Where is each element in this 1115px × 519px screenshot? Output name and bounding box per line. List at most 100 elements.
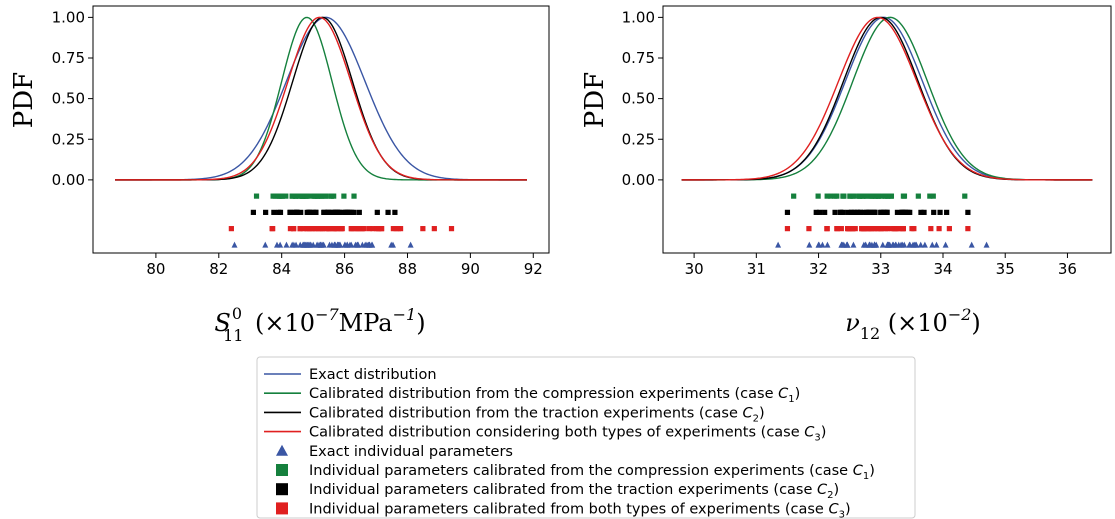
- square-marker: [344, 209, 350, 215]
- legend-entry-label: Individual parameters calibrated from bo…: [309, 501, 851, 519]
- square-marker: [921, 209, 927, 215]
- square-marker: [309, 226, 316, 232]
- square-marker: [338, 209, 344, 215]
- individual-markers-2: [784, 226, 971, 232]
- triangle-marker: [884, 241, 891, 248]
- triangle-marker: [871, 241, 878, 248]
- x-tick-label: 80: [146, 260, 165, 278]
- y-tick-label: 0.25: [622, 130, 655, 148]
- square-marker: [374, 209, 380, 215]
- square-marker: [395, 226, 401, 232]
- square-marker: [883, 226, 889, 232]
- square-marker: [930, 193, 936, 199]
- triangle-marker: [344, 241, 351, 248]
- square-marker: [448, 226, 455, 232]
- axes-frame: [92, 5, 550, 254]
- square-marker: [323, 193, 329, 199]
- square-marker: [312, 193, 319, 199]
- x-tick-label: 33: [871, 260, 890, 278]
- square-marker: [314, 226, 320, 232]
- square-marker: [905, 209, 911, 215]
- x-tick-label: 82: [209, 260, 228, 278]
- triangle-marker: [892, 241, 899, 248]
- square-marker: [965, 209, 971, 215]
- square-marker: [351, 193, 357, 199]
- square-marker: [900, 193, 906, 199]
- square-marker: [845, 209, 851, 215]
- x-tick-label: 84: [272, 260, 291, 278]
- x-tick-label: 88: [398, 260, 417, 278]
- square-marker: [310, 209, 316, 215]
- square-marker: [277, 209, 284, 215]
- y-tick-label: 1.00: [52, 8, 85, 26]
- triangle-marker: [942, 241, 949, 248]
- square-marker: [869, 226, 875, 232]
- square-marker: [308, 193, 314, 199]
- square-marker: [321, 209, 327, 215]
- square-marker: [341, 193, 347, 199]
- triangle-marker: [983, 241, 990, 248]
- square-marker: [338, 226, 344, 232]
- triangle-marker: [277, 241, 284, 248]
- square-marker: [875, 193, 881, 199]
- square-marker: [944, 209, 950, 215]
- square-marker: [298, 209, 304, 215]
- x-tick-label: 92: [524, 260, 543, 278]
- square-marker: [328, 193, 334, 199]
- square-marker: [900, 226, 907, 232]
- square-marker: [228, 226, 234, 232]
- individual-markers-2: [228, 226, 455, 232]
- square-marker: [915, 193, 921, 199]
- triangle-marker: [307, 241, 314, 248]
- square-marker: [834, 226, 840, 232]
- square-marker: [287, 226, 294, 232]
- individual-markers-0: [253, 193, 357, 199]
- y-tick-label: 0.75: [622, 49, 655, 67]
- square-marker: [852, 226, 858, 232]
- square-marker: [348, 226, 355, 232]
- triangle-marker: [899, 241, 906, 248]
- x-tick-label: 90: [461, 260, 480, 278]
- square-marker: [847, 193, 853, 199]
- triangle-marker: [354, 241, 361, 248]
- square-marker: [375, 226, 382, 232]
- x-tick-label: 30: [685, 260, 704, 278]
- triangle-marker: [815, 241, 822, 248]
- triangle-marker: [933, 241, 940, 248]
- square-marker: [347, 209, 353, 215]
- triangle-marker: [775, 241, 782, 248]
- square-marker: [287, 209, 293, 215]
- square-marker: [863, 193, 869, 199]
- y-axis-label: PDF: [580, 72, 610, 128]
- square-marker: [878, 193, 885, 199]
- x-axis-label: S0 11 (×10−7MPa−1): [214, 304, 425, 345]
- square-marker: [861, 226, 867, 232]
- triangle-marker: [262, 241, 269, 248]
- square-marker: [250, 209, 256, 215]
- square-marker: [271, 209, 277, 215]
- square-marker: [390, 226, 396, 232]
- square-marker: [856, 193, 863, 199]
- square-marker: [270, 226, 276, 232]
- square-marker: [319, 226, 325, 232]
- triangle-marker: [303, 241, 310, 248]
- square-marker: [851, 193, 857, 199]
- square-marker: [854, 209, 860, 215]
- square-marker: [894, 209, 901, 215]
- square-marker: [289, 193, 295, 199]
- square-marker: [385, 209, 391, 215]
- square-marker: [292, 193, 299, 199]
- square-marker: [331, 209, 337, 215]
- individual-markers-1: [784, 209, 971, 215]
- square-marker: [869, 193, 875, 199]
- square-marker: [937, 209, 943, 215]
- square-marker: [946, 226, 952, 232]
- square-marker: [297, 226, 303, 232]
- square-marker: [962, 193, 968, 199]
- square-marker: [864, 209, 870, 215]
- triangle-marker: [838, 241, 845, 248]
- square-marker: [878, 226, 884, 232]
- square-marker: [882, 193, 888, 199]
- y-tick-label: 0.50: [622, 90, 655, 108]
